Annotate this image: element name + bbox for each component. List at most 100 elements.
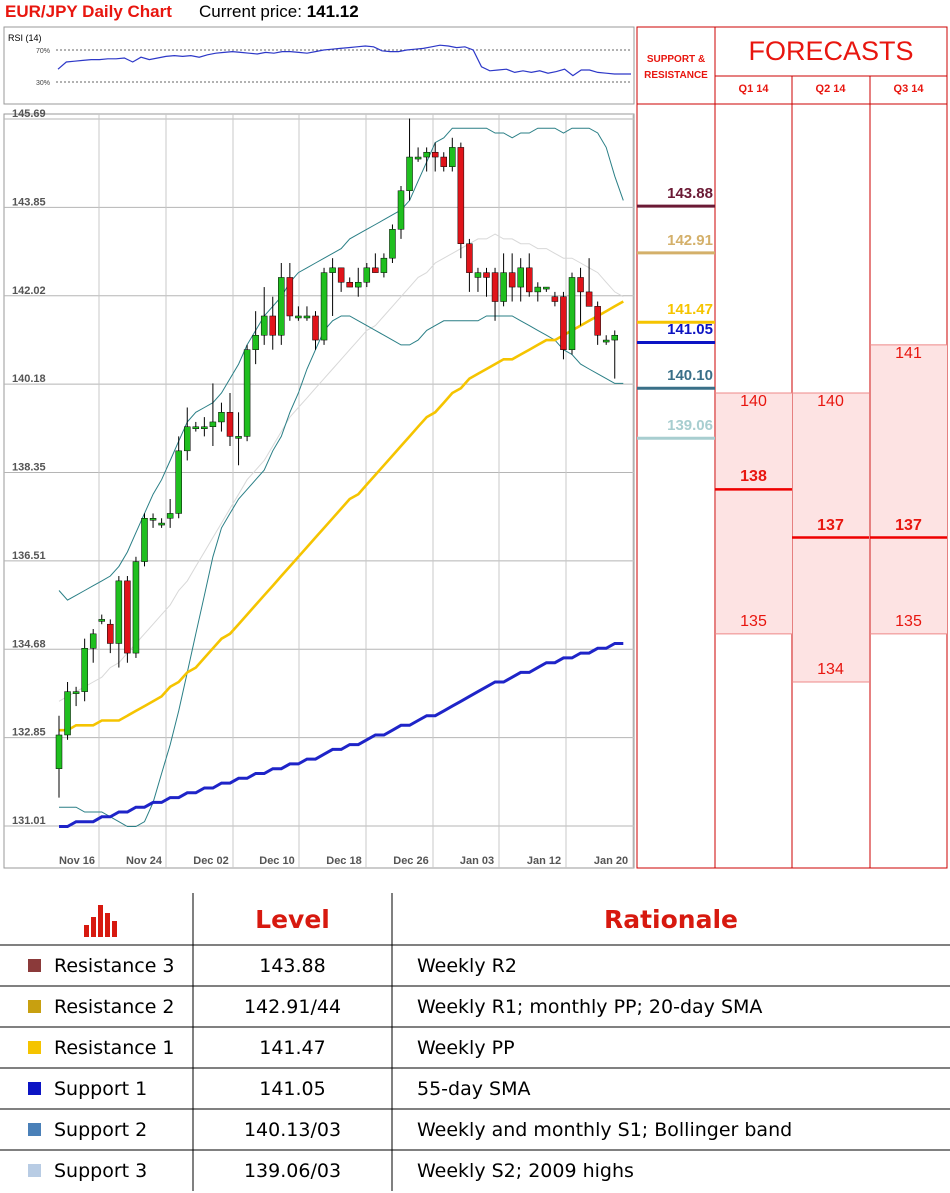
candle xyxy=(457,142,465,259)
level-rationale: Weekly R1; monthly PP; 20-day SMA xyxy=(417,995,763,1018)
candle xyxy=(602,335,610,345)
x-tick-label: Nov 16 xyxy=(59,855,95,867)
candle xyxy=(346,277,353,288)
candle xyxy=(355,267,362,297)
level-name: Support 2 xyxy=(54,1118,148,1141)
table-lines xyxy=(0,893,950,1191)
indicator-lines xyxy=(58,127,624,828)
candle xyxy=(303,306,311,321)
y-tick-label: 134.68 xyxy=(12,638,46,650)
candles xyxy=(55,118,618,798)
level-swatch xyxy=(28,1000,41,1013)
x-tick-label: Jan 03 xyxy=(460,855,494,867)
candle xyxy=(423,147,430,172)
candle xyxy=(192,421,200,432)
candle xyxy=(474,267,482,292)
candle xyxy=(312,311,319,350)
candle xyxy=(149,513,157,528)
y-tick-label: 136.51 xyxy=(12,550,46,562)
level-rationale: Weekly R2 xyxy=(417,954,517,977)
level-value: 143.88 xyxy=(259,954,326,977)
table-row: Resistance 1 141.47 Weekly PP xyxy=(0,1027,950,1068)
table-row: Support 3 139.06/03 Weekly S2; 2009 highs xyxy=(0,1150,950,1191)
candle xyxy=(551,291,559,307)
candle xyxy=(81,638,88,702)
candle xyxy=(166,498,174,528)
candle xyxy=(440,152,447,172)
sr-value: 141.47 xyxy=(667,301,713,319)
candle xyxy=(372,253,379,273)
forecast-high-value: 141 xyxy=(895,344,922,362)
forecast-low-value: 135 xyxy=(740,612,767,630)
candle xyxy=(55,715,63,798)
x-tick-label: Dec 10 xyxy=(259,855,294,867)
bar-chart-icon xyxy=(84,905,117,937)
level-name: Resistance 3 xyxy=(54,954,175,977)
level-rationale: Weekly PP xyxy=(417,1036,515,1059)
candle xyxy=(184,407,191,461)
candle xyxy=(260,287,268,345)
candle xyxy=(158,518,165,528)
sma55-line xyxy=(59,300,624,732)
candle xyxy=(269,296,276,350)
quarter-label-q1: Q1 14 xyxy=(738,83,769,95)
candle xyxy=(115,576,123,668)
candle xyxy=(491,267,499,321)
quarter-label-q2: Q2 14 xyxy=(815,83,846,95)
candle xyxy=(431,142,439,172)
level-swatch xyxy=(28,959,41,972)
forecast-low-value: 135 xyxy=(895,612,922,630)
level-name: Support 3 xyxy=(54,1159,148,1182)
level-name: Resistance 2 xyxy=(54,995,175,1018)
candle xyxy=(466,238,473,292)
table-row: Support 2 140.13/03 Weekly and monthly S1;… xyxy=(0,1109,950,1150)
y-tick-label: 132.85 xyxy=(12,727,46,739)
candle xyxy=(209,383,217,447)
candle xyxy=(132,556,140,658)
candle xyxy=(98,614,105,625)
candle xyxy=(517,258,524,302)
candle xyxy=(397,185,405,239)
candle xyxy=(534,282,542,302)
x-axis-ticks: Nov 16 Nov 24 Dec 02 Dec 10 Dec 18 Dec 26 Jan … xyxy=(59,855,628,867)
forecast-mid-value: 137 xyxy=(817,516,844,534)
sr-value: 139.06 xyxy=(667,417,713,435)
candle xyxy=(107,619,114,654)
candle xyxy=(226,393,234,447)
candle xyxy=(611,330,618,379)
y-tick-label: 143.85 xyxy=(12,196,46,208)
table-row: Resistance 3 143.88 Weekly R2 xyxy=(0,945,950,986)
level-swatch xyxy=(28,1164,41,1177)
sr-value: 142.91 xyxy=(667,231,713,249)
candle xyxy=(449,137,456,172)
candle xyxy=(577,267,584,326)
chart-title: EUR/JPY Daily Chart xyxy=(5,2,172,21)
y-tick-label: 138.35 xyxy=(12,462,46,474)
candle xyxy=(363,263,371,288)
quarter-label-q3: Q3 14 xyxy=(893,83,924,95)
candle xyxy=(568,272,576,355)
level-rationale: 55-day SMA xyxy=(417,1077,531,1100)
level-value: 139.06/03 xyxy=(243,1159,342,1182)
sr-value: 143.88 xyxy=(667,185,713,203)
y-tick-label: 140.18 xyxy=(12,373,46,385)
level-header: Level xyxy=(255,904,330,934)
level-rationale: Weekly and monthly S1; Bollinger band xyxy=(417,1118,793,1141)
level-value: 141.47 xyxy=(259,1036,326,1059)
sr-value: 141.05 xyxy=(667,321,713,339)
x-tick-label: Jan 12 xyxy=(527,855,561,867)
x-tick-label: Nov 24 xyxy=(126,855,163,867)
sma200-line xyxy=(59,642,624,828)
candle xyxy=(72,686,80,707)
candle xyxy=(89,629,97,663)
candle xyxy=(329,258,336,316)
candle xyxy=(560,291,567,360)
y-tick-label: 131.01 xyxy=(12,815,46,827)
candle xyxy=(406,118,413,201)
candle xyxy=(141,513,148,567)
y-tick-label: 145.69 xyxy=(12,108,46,120)
candle xyxy=(218,402,225,432)
candle xyxy=(278,263,285,345)
candle xyxy=(175,436,182,519)
